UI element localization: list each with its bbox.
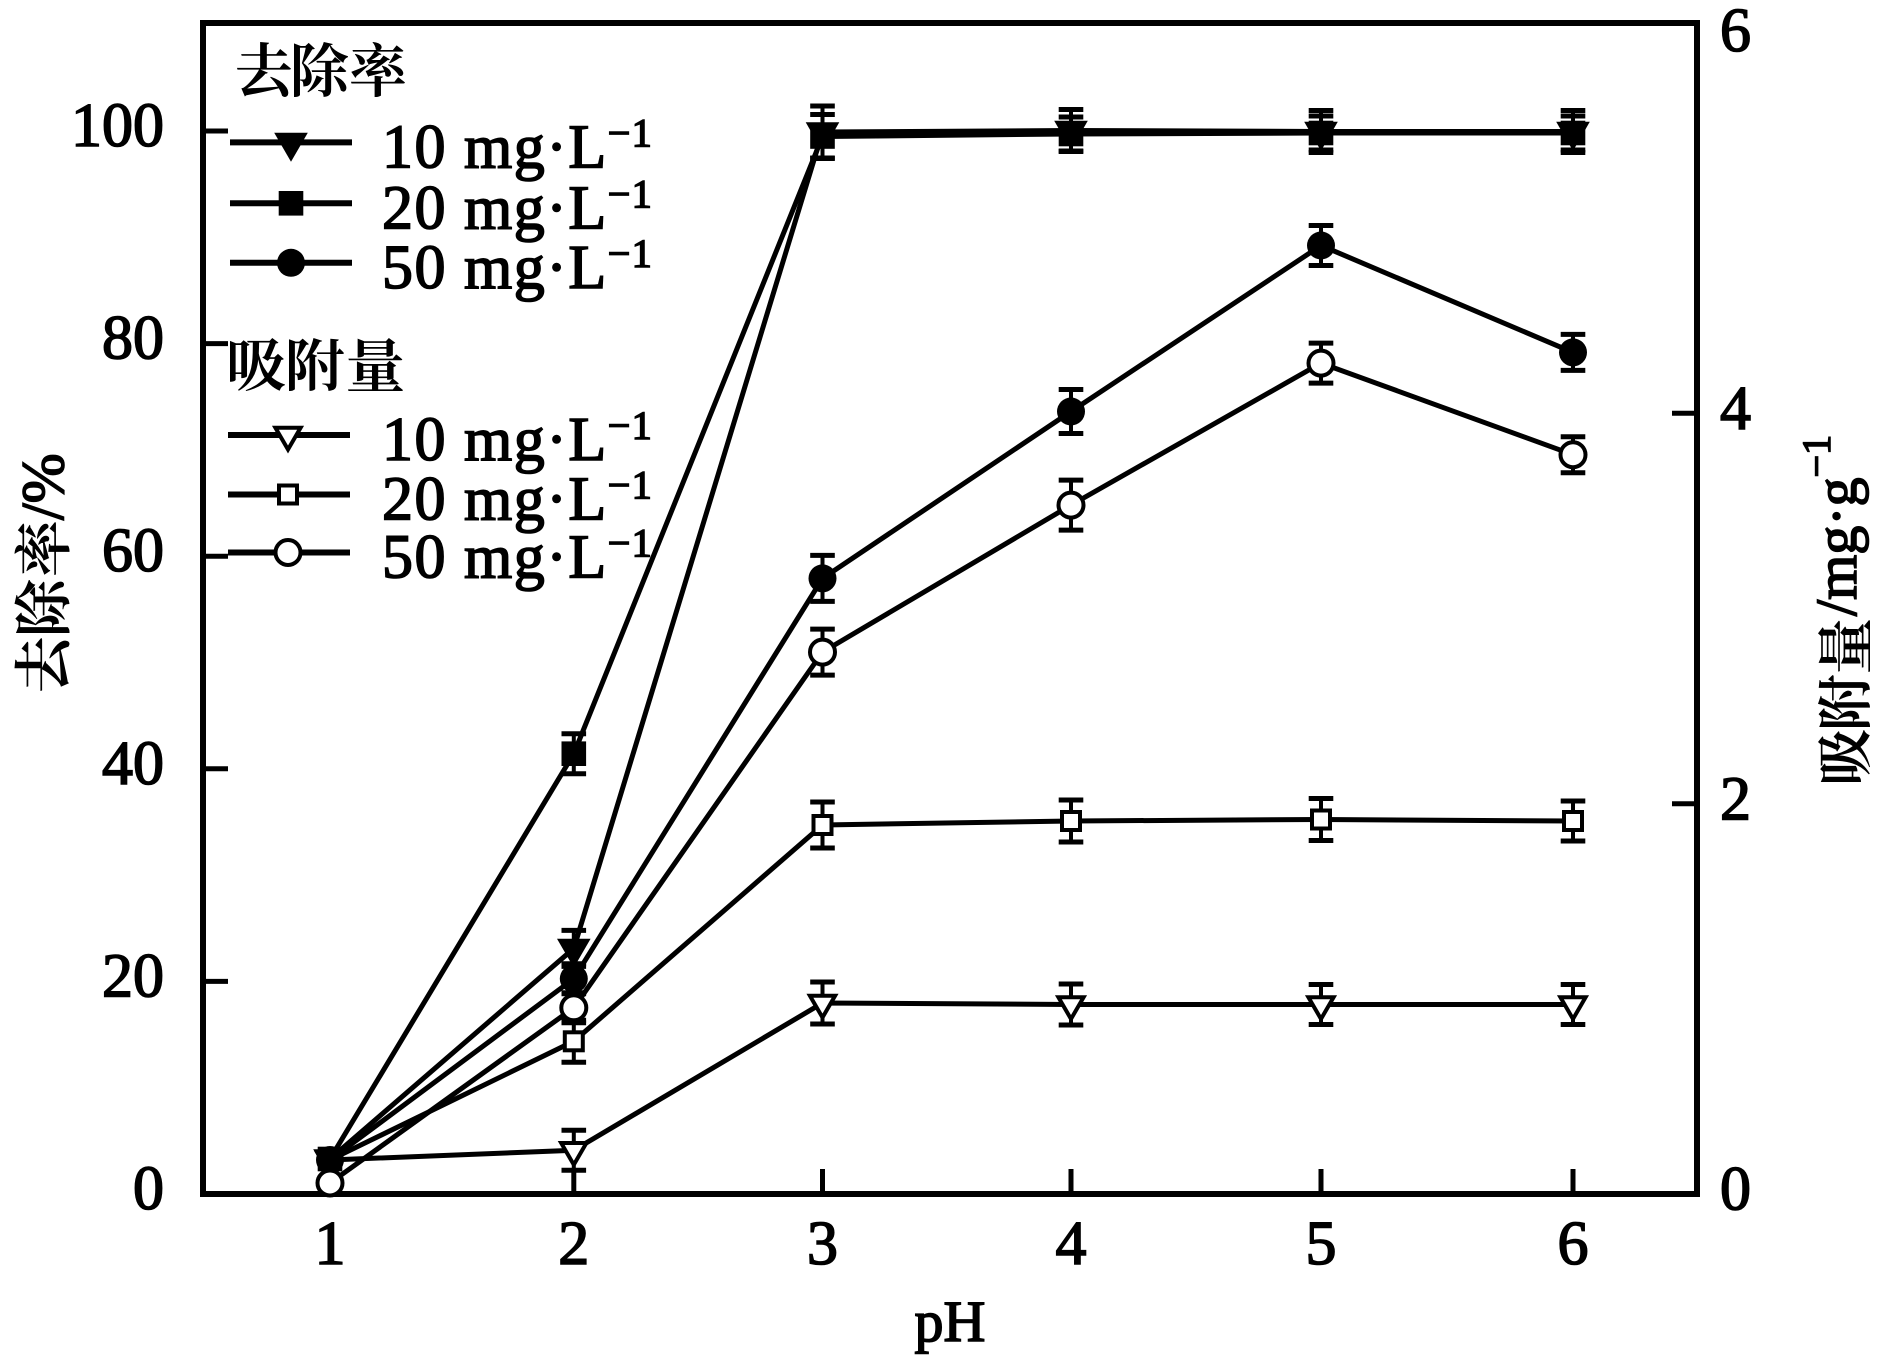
svg-text:20: 20 xyxy=(102,942,164,1010)
svg-text:/%: /% xyxy=(10,453,76,520)
svg-text:6: 6 xyxy=(1720,0,1751,65)
svg-text:0: 0 xyxy=(133,1155,164,1223)
svg-text:20 mg·L−1: 20 mg·L−1 xyxy=(382,171,653,242)
svg-text:2: 2 xyxy=(558,1210,589,1278)
svg-text:0: 0 xyxy=(1720,1156,1751,1224)
svg-text:2: 2 xyxy=(1720,765,1751,833)
svg-text:40: 40 xyxy=(102,730,164,798)
svg-text:1: 1 xyxy=(315,1210,346,1278)
svg-text:100: 100 xyxy=(71,92,164,160)
svg-text:5: 5 xyxy=(1306,1210,1337,1278)
svg-text:60: 60 xyxy=(102,517,164,585)
svg-text:50 mg·L−1: 50 mg·L−1 xyxy=(382,521,653,592)
svg-text:20 mg·L−1: 20 mg·L−1 xyxy=(382,463,653,534)
svg-text:4: 4 xyxy=(1056,1210,1087,1278)
svg-text:50 mg·L−1: 50 mg·L−1 xyxy=(382,231,653,302)
svg-text:4: 4 xyxy=(1720,375,1751,443)
svg-text:3: 3 xyxy=(807,1210,838,1278)
svg-text:pH: pH xyxy=(915,1289,986,1354)
svg-text:80: 80 xyxy=(102,305,164,373)
svg-text:10 mg·L−1: 10 mg·L−1 xyxy=(382,111,653,182)
svg-text:6: 6 xyxy=(1558,1210,1589,1278)
svg-text:/mg·g−1: /mg·g−1 xyxy=(1794,435,1869,616)
svg-text:10 mg·L−1: 10 mg·L−1 xyxy=(382,403,653,474)
